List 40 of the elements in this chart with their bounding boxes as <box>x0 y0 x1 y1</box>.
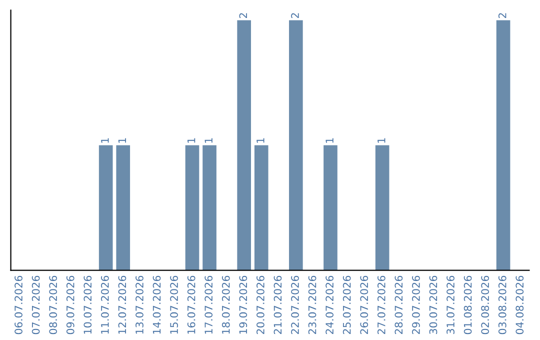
data-label: 1 <box>118 138 126 143</box>
x-tick-label: 25.07.2026 <box>342 276 351 334</box>
x-tick-label: 23.07.2026 <box>308 276 316 334</box>
x-tick-label: 09.07.2026 <box>66 276 74 334</box>
data-label: 1 <box>188 138 196 143</box>
x-tick-label: 13.07.2026 <box>136 276 144 334</box>
x-tick-label: 11.07.2026 <box>100 276 109 334</box>
x-tick-label: 19.07.2026 <box>239 276 248 334</box>
x-tick-label: 20.07.2026 <box>256 276 264 334</box>
x-tick-label: 27.07.2026 <box>377 276 386 334</box>
x-tick-label: 07.07.2026 <box>32 276 40 334</box>
x-tick-label: 02.08.2026 <box>481 276 490 334</box>
x-tick-label: 21.07.2026 <box>274 276 282 334</box>
x-tick-label: 17.07.2026 <box>204 276 213 334</box>
data-label: 1 <box>326 138 334 143</box>
data-label: 2 <box>498 13 506 18</box>
x-tick-label: 03.08.2026 <box>498 276 506 334</box>
data-label: 1 <box>256 138 264 143</box>
x-tick-label: 14.07.2026 <box>152 276 161 334</box>
x-tick-label: 10.07.2026 <box>84 276 92 334</box>
x-tick-label: 16.07.2026 <box>187 276 196 334</box>
data-label: 1 <box>378 138 386 143</box>
data-label: 1 <box>101 138 109 143</box>
x-tick-label: 08.07.2026 <box>49 276 58 334</box>
data-label: 2 <box>239 13 247 18</box>
x-tick-label: 15.07.2026 <box>170 276 178 334</box>
x-tick-label: 26.07.2026 <box>360 276 368 334</box>
data-label: 1 <box>204 138 212 143</box>
x-tick-label: 24.07.2026 <box>326 276 334 334</box>
x-tick-label: 18.07.2026 <box>222 276 230 334</box>
x-tick-label: 28.07.2026 <box>394 276 403 334</box>
x-tick-label: 30.07.2026 <box>429 276 438 334</box>
x-tick-label: 04.08.2026 <box>516 276 524 334</box>
x-tick-label: 01.08.2026 <box>464 276 472 334</box>
x-tick-label: 12.07.2026 <box>118 276 126 334</box>
x-tick-label: 29.07.2026 <box>412 276 420 334</box>
data-label: 2 <box>291 13 299 18</box>
x-tick-label: 31.07.2026 <box>446 276 454 334</box>
x-tick-label: 06.07.2026 <box>14 276 22 334</box>
x-tick-label: 22.07.2026 <box>291 276 299 334</box>
